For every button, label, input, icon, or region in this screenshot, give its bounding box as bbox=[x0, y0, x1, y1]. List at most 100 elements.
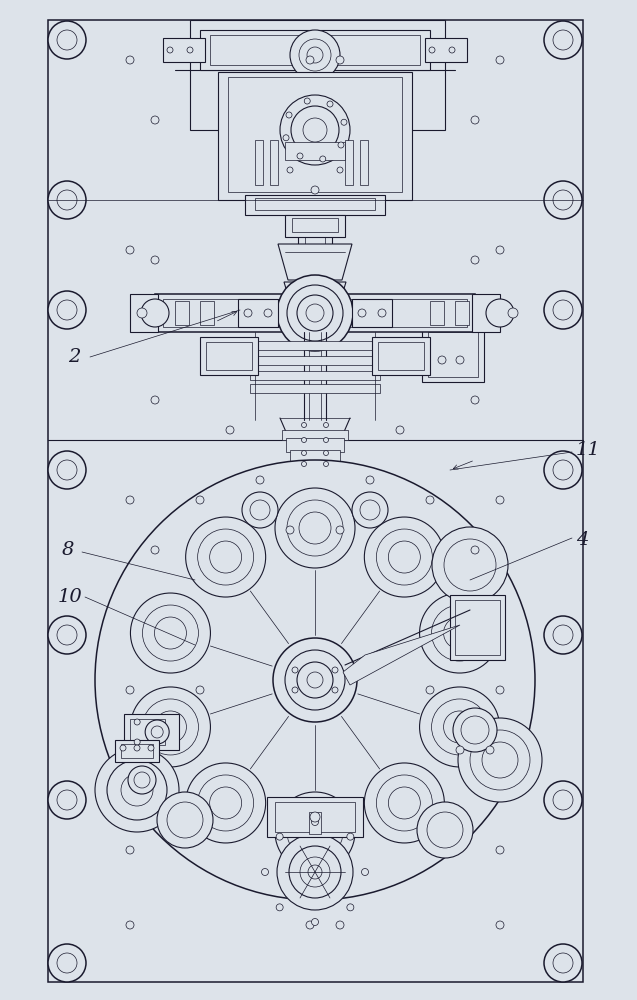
Circle shape bbox=[429, 47, 435, 53]
Circle shape bbox=[332, 667, 338, 673]
Circle shape bbox=[134, 719, 140, 725]
Bar bbox=[422, 327, 484, 382]
Circle shape bbox=[336, 56, 344, 64]
Bar bbox=[210, 35, 420, 65]
Circle shape bbox=[126, 56, 134, 64]
Bar bbox=[250, 356, 380, 365]
Circle shape bbox=[286, 112, 292, 118]
Circle shape bbox=[287, 804, 343, 860]
Bar bbox=[130, 294, 158, 332]
Circle shape bbox=[286, 526, 294, 534]
Circle shape bbox=[283, 135, 289, 141]
Circle shape bbox=[461, 716, 489, 744]
Circle shape bbox=[57, 190, 77, 210]
Bar bbox=[286, 438, 344, 452]
Circle shape bbox=[167, 47, 173, 53]
Circle shape bbox=[151, 726, 163, 738]
Circle shape bbox=[324, 438, 329, 442]
Circle shape bbox=[310, 812, 320, 822]
Bar bbox=[285, 215, 345, 237]
Bar bbox=[115, 740, 159, 762]
Circle shape bbox=[48, 944, 86, 982]
Bar bbox=[121, 744, 153, 758]
Bar bbox=[290, 450, 340, 464]
Circle shape bbox=[134, 745, 140, 751]
Circle shape bbox=[210, 787, 241, 819]
Circle shape bbox=[145, 720, 169, 744]
Circle shape bbox=[426, 496, 434, 504]
Circle shape bbox=[137, 308, 147, 318]
Bar bbox=[200, 301, 214, 325]
Circle shape bbox=[376, 529, 433, 585]
Circle shape bbox=[486, 299, 514, 327]
Circle shape bbox=[327, 101, 333, 107]
Circle shape bbox=[544, 291, 582, 329]
Circle shape bbox=[210, 541, 241, 573]
Circle shape bbox=[332, 687, 338, 693]
Circle shape bbox=[151, 396, 159, 404]
Circle shape bbox=[121, 774, 153, 806]
Circle shape bbox=[444, 539, 496, 591]
Circle shape bbox=[362, 868, 368, 876]
Circle shape bbox=[292, 667, 298, 673]
Circle shape bbox=[311, 918, 318, 926]
Text: 10: 10 bbox=[58, 588, 83, 606]
Circle shape bbox=[242, 492, 278, 528]
Circle shape bbox=[376, 775, 433, 831]
Circle shape bbox=[306, 304, 324, 322]
Bar bbox=[228, 77, 402, 192]
Bar bbox=[378, 342, 424, 370]
Circle shape bbox=[366, 476, 374, 484]
Circle shape bbox=[134, 772, 150, 788]
Circle shape bbox=[151, 116, 159, 124]
Circle shape bbox=[544, 181, 582, 219]
Bar bbox=[275, 802, 355, 832]
Circle shape bbox=[289, 846, 341, 898]
Circle shape bbox=[553, 190, 573, 210]
Circle shape bbox=[185, 517, 266, 597]
Circle shape bbox=[287, 500, 343, 556]
Circle shape bbox=[496, 921, 504, 929]
Circle shape bbox=[300, 857, 330, 887]
Circle shape bbox=[553, 953, 573, 973]
Text: 11: 11 bbox=[576, 441, 601, 459]
Bar bbox=[200, 337, 258, 375]
Text: 8: 8 bbox=[62, 541, 75, 559]
Circle shape bbox=[443, 617, 476, 649]
Bar bbox=[255, 198, 375, 210]
Circle shape bbox=[347, 833, 354, 840]
Circle shape bbox=[120, 745, 126, 751]
Circle shape bbox=[197, 529, 254, 585]
Circle shape bbox=[57, 460, 77, 480]
Circle shape bbox=[295, 505, 335, 545]
Circle shape bbox=[301, 450, 306, 456]
Circle shape bbox=[297, 295, 333, 331]
Circle shape bbox=[417, 802, 473, 858]
Circle shape bbox=[126, 921, 134, 929]
Circle shape bbox=[275, 792, 355, 872]
Circle shape bbox=[134, 739, 140, 745]
Bar bbox=[175, 301, 189, 325]
Circle shape bbox=[347, 904, 354, 911]
Circle shape bbox=[544, 451, 582, 489]
Circle shape bbox=[277, 275, 353, 351]
Circle shape bbox=[553, 30, 573, 50]
Circle shape bbox=[307, 672, 323, 688]
Circle shape bbox=[311, 186, 319, 194]
Circle shape bbox=[336, 921, 344, 929]
Bar bbox=[292, 218, 338, 232]
Circle shape bbox=[57, 30, 77, 50]
Circle shape bbox=[336, 526, 344, 534]
Circle shape bbox=[141, 299, 169, 327]
Bar bbox=[295, 497, 335, 515]
Circle shape bbox=[486, 746, 494, 754]
Bar bbox=[472, 294, 500, 332]
Bar bbox=[155, 294, 475, 332]
Circle shape bbox=[544, 944, 582, 982]
Bar bbox=[345, 140, 353, 185]
Circle shape bbox=[427, 812, 463, 848]
Circle shape bbox=[426, 686, 434, 694]
Circle shape bbox=[553, 300, 573, 320]
Bar bbox=[455, 600, 500, 655]
Bar bbox=[163, 38, 205, 62]
